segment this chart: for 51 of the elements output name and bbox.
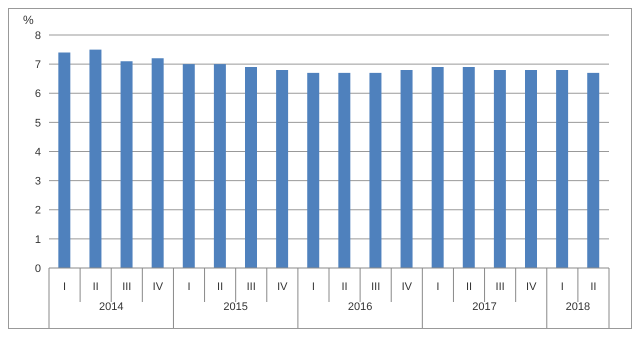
- x-tick-label: II: [341, 281, 348, 293]
- x-tick-label: II: [590, 281, 597, 293]
- y-axis-title: %: [23, 13, 34, 27]
- y-tick-label: 5: [34, 117, 41, 130]
- bar: [556, 70, 568, 268]
- bar: [525, 70, 537, 268]
- y-tick-label: 2: [34, 204, 41, 217]
- x-tick-label: I: [63, 281, 66, 293]
- bar: [307, 72, 320, 268]
- bar: [432, 67, 444, 268]
- x-tick-label: II: [466, 281, 472, 293]
- bar: [369, 72, 382, 268]
- x-tick-label: II: [92, 281, 99, 293]
- x-tick-label: III: [246, 281, 256, 293]
- y-tick-label: 1: [34, 234, 41, 246]
- text: 2015: [222, 301, 249, 313]
- bar: [338, 72, 350, 268]
- x-tick-label: I: [560, 281, 564, 293]
- bar: [89, 50, 102, 268]
- bar: [182, 64, 195, 268]
- bar: [587, 72, 600, 268]
- x-tick-label: III: [496, 281, 505, 293]
- text: 2016: [346, 301, 374, 313]
- y-tick-label: 0: [34, 262, 41, 275]
- y-tick-label: 4: [34, 146, 41, 158]
- x-tick-label: IV: [526, 281, 538, 293]
- y-tick-label: 6: [34, 88, 41, 100]
- x-tick-label: IV: [152, 281, 164, 293]
- x-tick-label: III: [371, 281, 380, 293]
- x-tick-label: II: [217, 281, 224, 293]
- text: 2018: [564, 301, 592, 313]
- x-tick-label: IV: [402, 281, 413, 293]
- x-tick-label: I: [312, 281, 315, 293]
- y-tick-label: 3: [34, 176, 41, 188]
- bar: [120, 61, 133, 268]
- bar: [494, 70, 506, 268]
- bar: [462, 67, 475, 268]
- bar: [400, 70, 413, 268]
- y-tick-label: 7: [34, 59, 41, 72]
- x-tick-label: III: [122, 281, 132, 293]
- text: 2014: [98, 301, 124, 313]
- x-tick-label: I: [436, 281, 440, 293]
- x-tick-label: I: [187, 281, 191, 293]
- bar: [58, 52, 70, 268]
- text: 2017: [471, 301, 498, 313]
- y-tick-label: 8: [34, 30, 41, 42]
- bar: [214, 64, 226, 268]
- bar: [276, 70, 288, 268]
- bar: [245, 67, 257, 268]
- x-tick-label: IV: [277, 281, 288, 293]
- bar: [152, 58, 164, 268]
